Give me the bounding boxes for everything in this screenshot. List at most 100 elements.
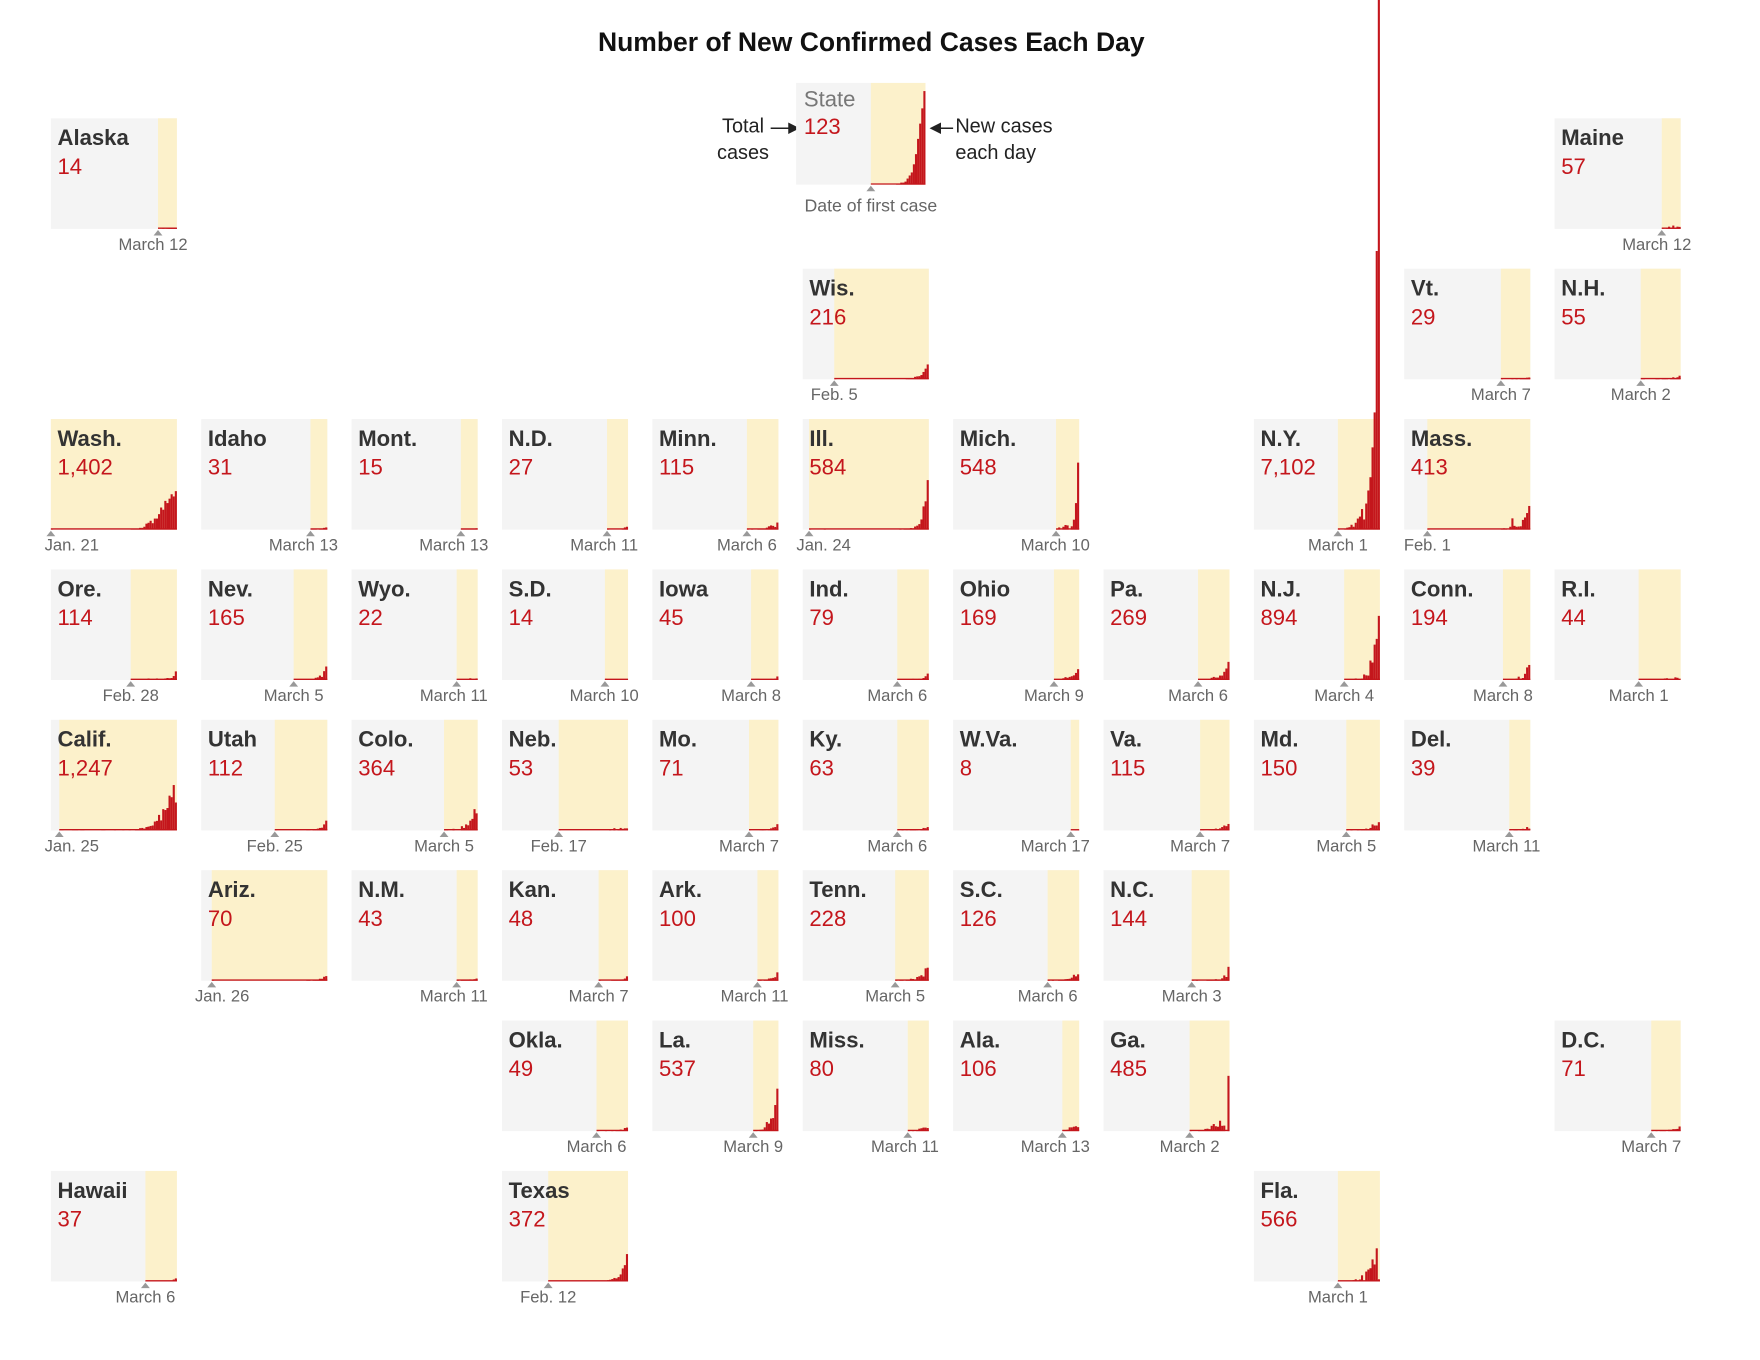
- bar: [1363, 674, 1366, 680]
- bar: [1375, 1248, 1378, 1282]
- first-case-marker: [1422, 530, 1432, 537]
- bar: [908, 175, 911, 185]
- bar: [316, 677, 319, 680]
- bar: [1214, 1126, 1217, 1132]
- first-case-date: Feb. 5: [811, 385, 858, 404]
- bar: [1371, 1259, 1374, 1282]
- state-total: 413: [1411, 455, 1448, 480]
- since-first-case: [456, 870, 478, 981]
- since-first-case: [1189, 1020, 1230, 1132]
- state-name: Idaho: [208, 426, 267, 451]
- bar: [918, 678, 921, 680]
- state-name: Wis.: [809, 276, 854, 301]
- bar: [911, 528, 915, 530]
- bar: [921, 108, 924, 185]
- bar: [162, 809, 165, 831]
- bar: [776, 676, 779, 680]
- state-total: 37: [57, 1207, 82, 1232]
- bar: [473, 809, 476, 831]
- bar: [145, 523, 148, 530]
- first-case-marker: [207, 981, 217, 988]
- bar: [151, 679, 154, 680]
- bar: [1066, 1129, 1069, 1132]
- bar: [1665, 678, 1669, 680]
- bar: [168, 498, 171, 530]
- state-name: Ark.: [659, 877, 702, 902]
- since-first-case: [1500, 268, 1531, 380]
- since-first-case: [558, 719, 629, 831]
- bar: [174, 1278, 177, 1282]
- state-name: Pa.: [1110, 576, 1143, 601]
- bar: [1227, 661, 1230, 680]
- since-first-case: [460, 419, 478, 530]
- bar: [166, 678, 169, 680]
- bar: [308, 980, 311, 981]
- bar: [615, 1278, 618, 1282]
- bar: [907, 528, 910, 530]
- bar: [318, 675, 321, 680]
- first-case-date: March 1: [1609, 686, 1669, 705]
- bar: [759, 979, 762, 981]
- since-first-case: [607, 419, 629, 530]
- state-total: 112: [208, 755, 243, 780]
- first-case-date: March 9: [1024, 686, 1084, 705]
- bar: [1208, 979, 1211, 981]
- bar: [172, 676, 175, 680]
- bar: [1360, 678, 1364, 680]
- bar: [911, 378, 915, 380]
- bar: [1523, 673, 1527, 680]
- first-case-marker: [289, 681, 299, 687]
- bar: [625, 526, 629, 530]
- bar: [1517, 526, 1520, 530]
- bar: [1216, 677, 1220, 680]
- state-total: 71: [1561, 1056, 1586, 1081]
- first-case-marker: [602, 530, 612, 537]
- bar: [1227, 966, 1230, 981]
- state-total: 485: [1110, 1056, 1147, 1081]
- bar: [1377, 1279, 1380, 1282]
- bar: [1221, 827, 1224, 831]
- bar: [770, 978, 773, 981]
- state-name: S.D.: [509, 576, 552, 601]
- since-first-case: [751, 569, 779, 680]
- bar: [922, 678, 925, 680]
- first-case-date: March 7: [1621, 1137, 1681, 1156]
- bar: [151, 825, 154, 831]
- bar: [909, 978, 912, 981]
- state-total: 115: [1110, 755, 1145, 780]
- bar: [1360, 829, 1364, 831]
- bar: [1511, 679, 1514, 680]
- bar: [467, 825, 470, 831]
- bar: [1365, 1271, 1368, 1282]
- state-name: Colo.: [358, 727, 413, 752]
- bar: [462, 979, 466, 981]
- bar: [1528, 664, 1531, 680]
- state-total: 49: [509, 1056, 534, 1081]
- bar: [136, 528, 140, 530]
- bar: [918, 376, 921, 380]
- bar: [170, 678, 173, 680]
- bar: [318, 978, 321, 981]
- bar: [619, 827, 622, 831]
- bar: [1678, 226, 1681, 229]
- bar: [623, 978, 626, 981]
- bar: [312, 829, 315, 831]
- state-name: Mont.: [358, 426, 417, 451]
- since-first-case: [1056, 419, 1080, 530]
- bar: [1521, 828, 1524, 831]
- bar: [172, 1279, 175, 1282]
- state-total: 14: [57, 154, 82, 179]
- bar: [1223, 1125, 1226, 1132]
- first-case-marker: [742, 530, 752, 537]
- chart-title: Number of New Confirmed Cases Each Day: [598, 27, 1145, 57]
- first-case-marker: [1195, 831, 1205, 838]
- bar: [1062, 678, 1065, 680]
- first-case-date: Jan. 21: [45, 536, 99, 555]
- state-total: 80: [809, 1056, 834, 1081]
- bar: [1356, 518, 1359, 530]
- state-name: Conn.: [1411, 576, 1474, 601]
- state-total: 364: [358, 755, 395, 780]
- first-case-marker: [1066, 831, 1076, 838]
- bar: [619, 979, 622, 981]
- bar: [160, 507, 163, 530]
